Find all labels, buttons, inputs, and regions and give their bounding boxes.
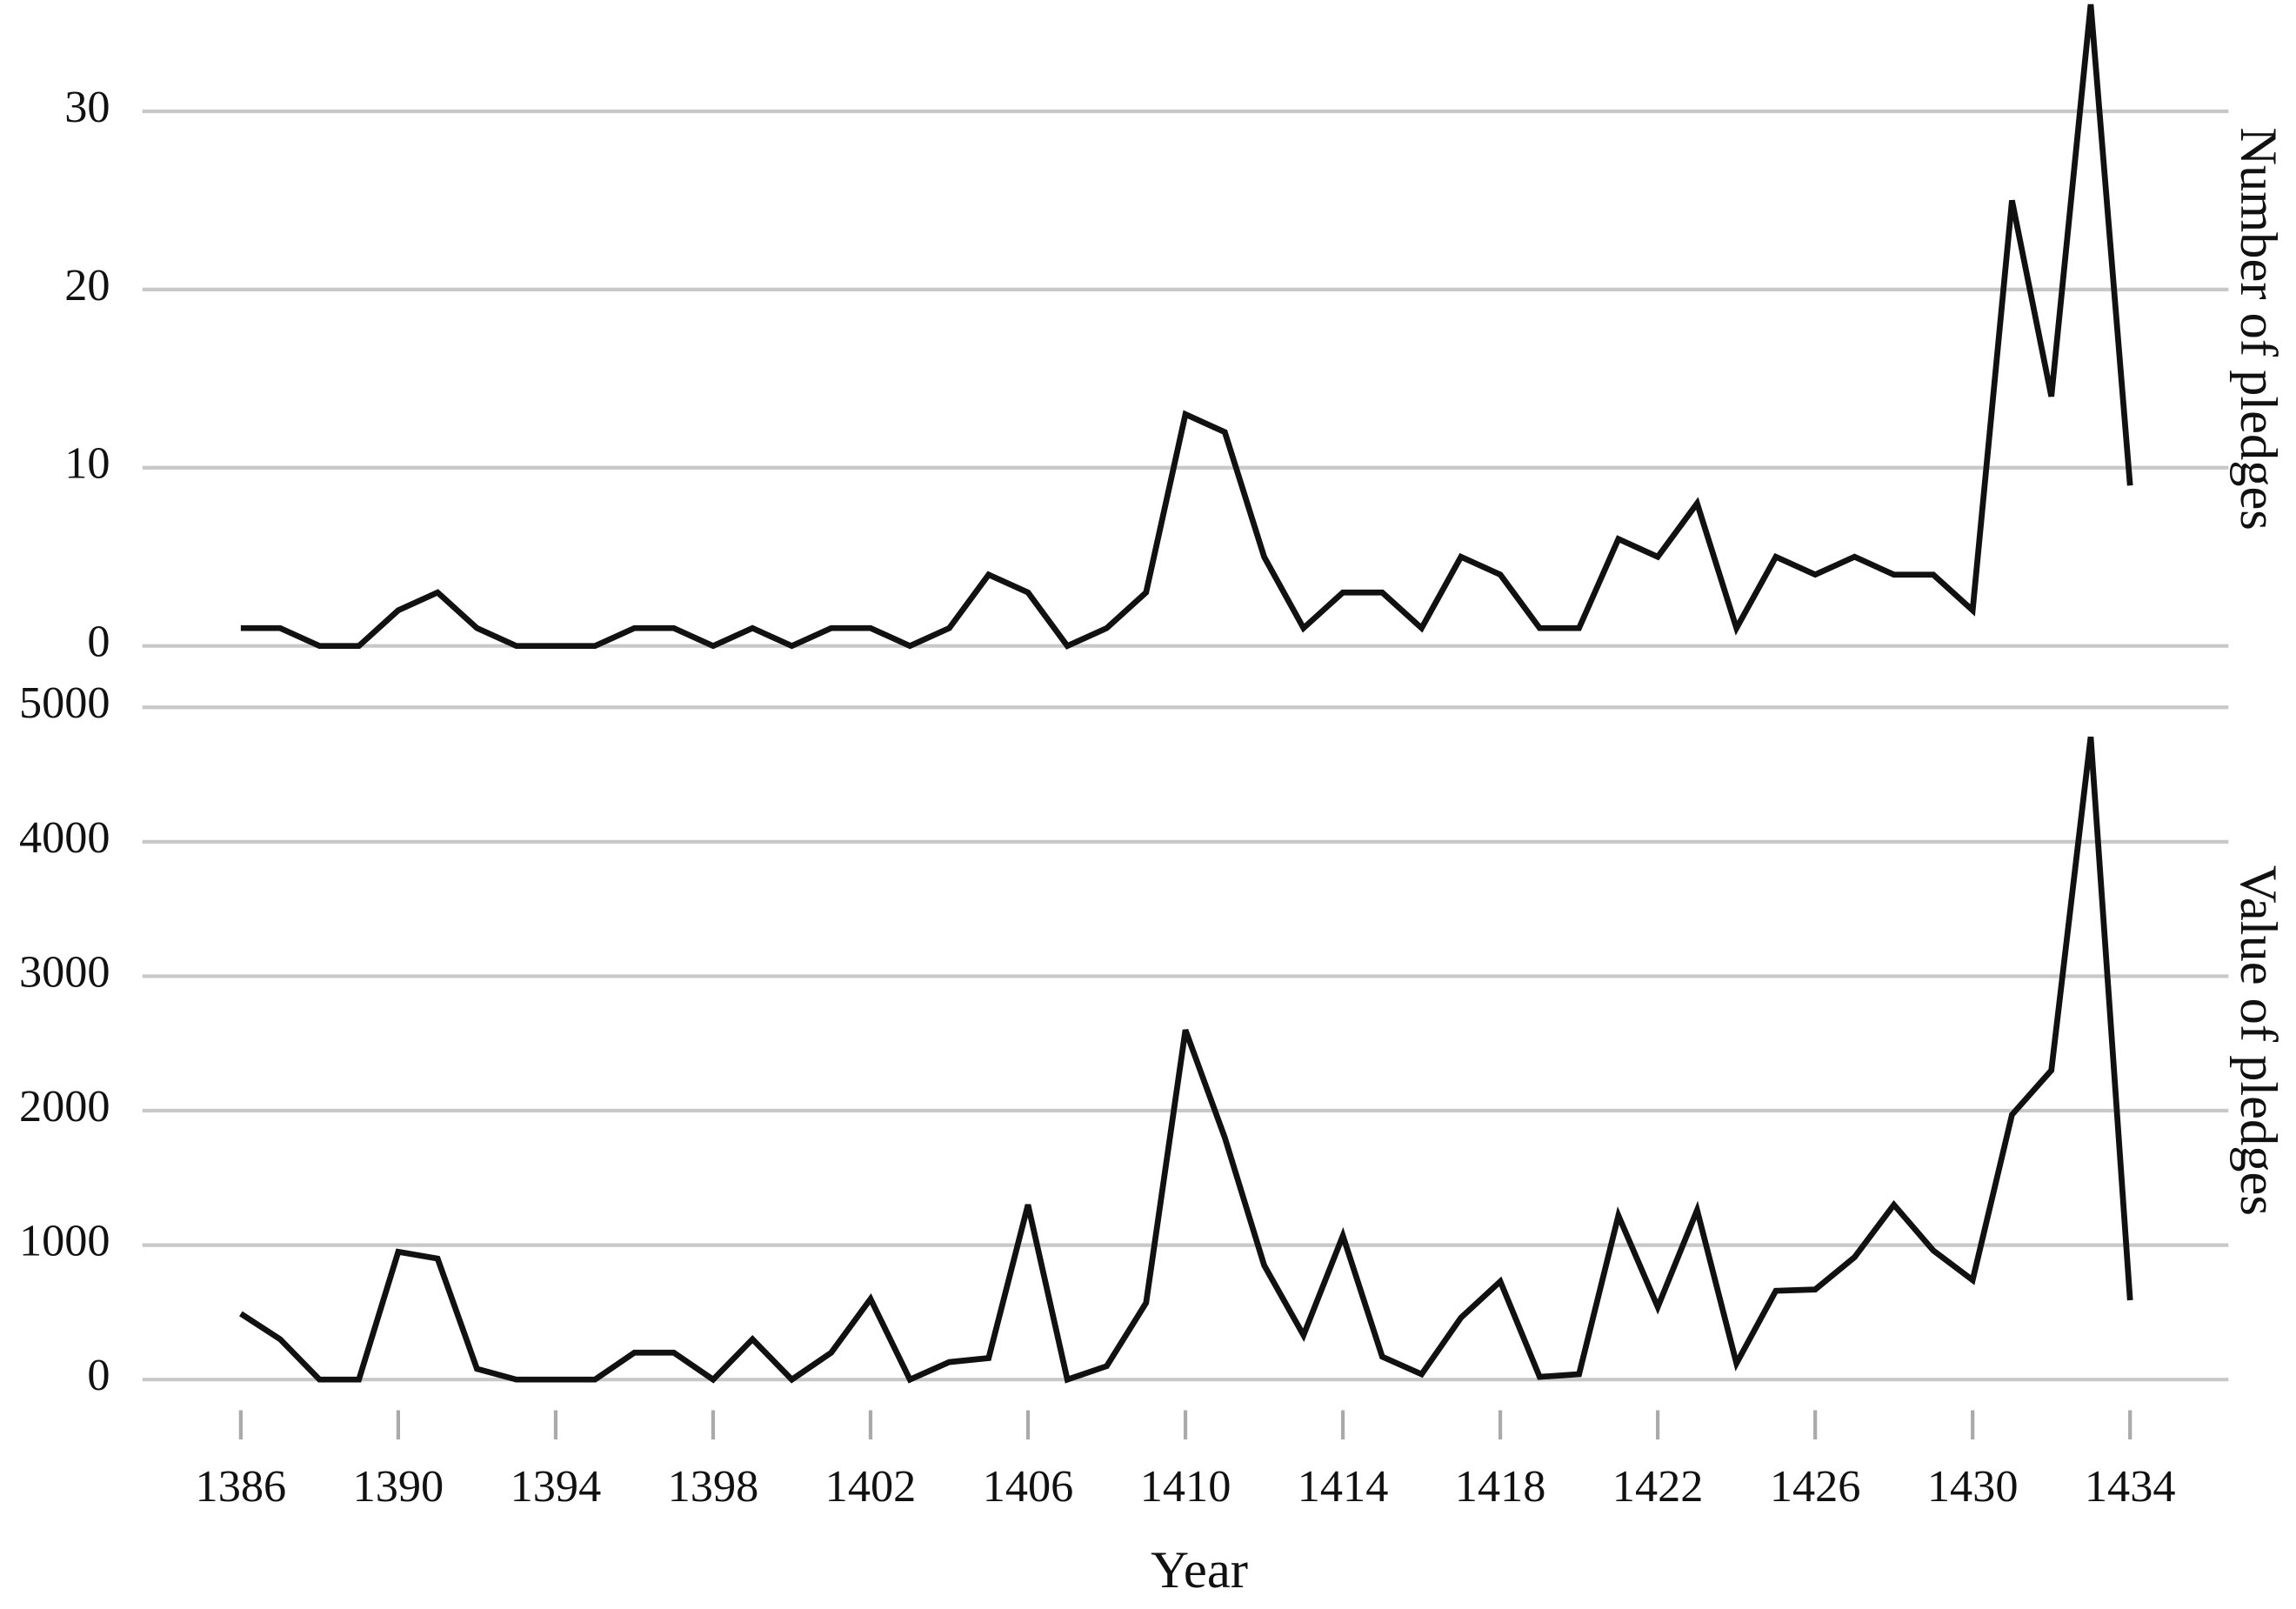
- y-tick-label: 3000: [19, 946, 110, 997]
- y-tick-label: 4000: [19, 812, 110, 863]
- x-tick-label: 1394: [511, 1461, 602, 1512]
- x-tick-label: 1426: [1770, 1461, 1861, 1512]
- x-tick-label: 1406: [983, 1461, 1074, 1512]
- y-tick-label: 0: [87, 1350, 110, 1400]
- x-tick-label: 1402: [825, 1461, 917, 1512]
- y-tick-label: 20: [64, 260, 110, 310]
- y-tick-label: 1000: [19, 1216, 110, 1266]
- y-tick-label: 5000: [19, 678, 110, 728]
- x-tick-label: 1410: [1140, 1461, 1231, 1512]
- y-axis-title: Number of pledges: [2229, 127, 2287, 530]
- x-tick-label: 1386: [196, 1461, 287, 1512]
- x-tick-label: 1422: [1612, 1461, 1704, 1512]
- x-tick-label: 1414: [1298, 1461, 1389, 1512]
- data-line: [240, 3, 2133, 650]
- x-tick-label: 1430: [1927, 1461, 2019, 1512]
- y-tick-label: 2000: [19, 1081, 110, 1132]
- x-tick-label: 1418: [1455, 1461, 1546, 1512]
- data-line: [239, 736, 2133, 1384]
- x-tick-label: 1390: [353, 1461, 444, 1512]
- y-tick-label: 10: [64, 438, 110, 489]
- y-axis-title: Value of pledges: [2229, 865, 2287, 1216]
- x-axis-title: Year: [1151, 1541, 1248, 1599]
- x-tick-label: 1434: [2085, 1461, 2176, 1512]
- y-tick-label: 30: [64, 82, 110, 132]
- y-tick-label: 0: [87, 617, 110, 667]
- x-tick-label: 1398: [668, 1461, 759, 1512]
